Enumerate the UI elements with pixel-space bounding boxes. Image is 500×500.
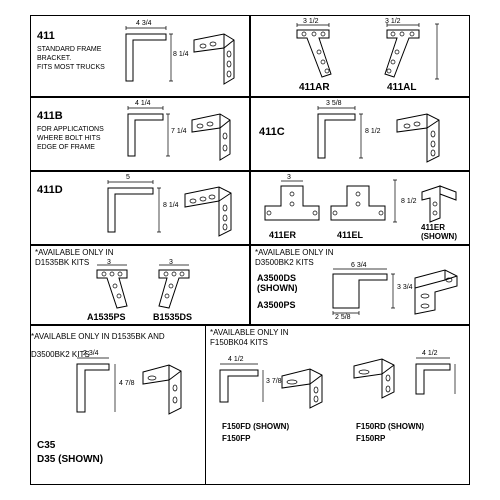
dim-411a-h <box>433 24 445 82</box>
dim-411e-hv: 8 1/2 <box>401 198 417 205</box>
cell-411b: 411B FOR APPLICATIONS WHERE BOLT HITS ED… <box>30 97 250 171</box>
dim-411-w: 4 3/4 <box>136 20 152 27</box>
drawing-411al <box>369 24 427 82</box>
drawing-411ar <box>289 24 347 82</box>
drawing-f150fd-iso <box>278 366 334 412</box>
part-c35: C35 <box>37 440 55 451</box>
cell-3500: *AVAILABLE ONLY IN D3500BK2 KITS A3500DS… <box>250 245 470 325</box>
dim-411d-w: 5 <box>126 174 130 181</box>
note-f150: *AVAILABLE ONLY IN F150BK04 KITS <box>210 328 289 347</box>
drawing-b1535ds <box>153 264 201 312</box>
drawing-411er-front <box>261 180 323 230</box>
dim-a3500-b: 2 5/8 <box>335 314 351 321</box>
drawing-c35-iso <box>137 360 195 418</box>
dim-411e-h <box>391 180 401 230</box>
drawing-411b-side <box>123 106 173 164</box>
cell-35: *AVAILABLE ONLY IN D1535BK AND D3500BK2 … <box>30 325 205 485</box>
drawing-411d-side <box>103 180 165 238</box>
dim-a3500-w: 6 3/4 <box>351 262 367 269</box>
part-411er-shown: 411ER (SHOWN) <box>421 224 457 242</box>
dim-c35-h: 4 7/8 <box>119 380 135 387</box>
drawing-411c-side <box>313 106 368 164</box>
cell-411a: 3 1/2 3 1/2 411AR 411AL <box>250 15 470 97</box>
cell-f150: *AVAILABLE ONLY IN F150BK04 KITS 4 1/2 3… <box>205 325 470 485</box>
drawing-f150fd-side <box>216 362 268 410</box>
part-411al: 411AL <box>387 82 416 93</box>
bracket-catalog-sheet: 411 STANDARD FRAME BRACKET. FITS MOST TR… <box>30 15 470 485</box>
dim-f150rd-w: 4 1/2 <box>422 350 438 357</box>
dim-411b-w: 4 1/4 <box>135 100 151 107</box>
part-f150fp: F150FP <box>222 434 250 443</box>
part-a1535ps: A1535PS <box>87 312 126 322</box>
drawing-411b-iso <box>186 110 244 162</box>
part-d35: D35 (SHOWN) <box>37 454 103 465</box>
part-f150rp: F150RP <box>356 434 385 443</box>
cell-1535: *AVAILABLE ONLY IN D1535BK KITS 3 3 A153… <box>30 245 250 325</box>
dim-f150fd-w: 4 1/2 <box>228 356 244 363</box>
part-411b: 411B <box>37 110 63 122</box>
cell-411e: 3 411ER 411EL 8 1/2 411ER (SHOWN) <box>250 171 470 245</box>
drawing-a3500-iso <box>411 266 465 316</box>
dim-411c-w: 3 5/8 <box>326 100 342 107</box>
drawing-f150rd-side <box>412 356 460 402</box>
dim-411c-h: 8 1/2 <box>365 128 381 135</box>
dim-b1535-w: 3 <box>169 259 173 266</box>
cell-411d: 411D 5 8 1/4 <box>30 171 250 245</box>
drawing-411-iso <box>186 30 246 86</box>
desc-411b: FOR APPLICATIONS WHERE BOLT HITS EDGE OF… <box>37 126 104 152</box>
dim-a1535-w: 3 <box>107 259 111 266</box>
dim-411b-h: 7 1/4 <box>171 128 187 135</box>
part-f150fd: F150FD (SHOWN) <box>222 422 289 431</box>
dim-411e-w: 3 <box>287 174 291 181</box>
drawing-411el-front <box>327 180 389 230</box>
dim-411d-h: 8 1/4 <box>163 202 179 209</box>
part-411: 411 <box>37 30 55 42</box>
cell-411c: 411C 3 5/8 8 1/2 <box>250 97 470 171</box>
part-a3500ps: A3500PS <box>257 300 296 310</box>
part-411er: 411ER <box>269 230 296 240</box>
drawing-a3500-side <box>329 268 399 316</box>
part-411ar: 411AR <box>299 82 330 93</box>
part-411c: 411C <box>259 126 285 138</box>
drawing-c35-side <box>73 356 123 420</box>
drawing-a1535ps <box>91 264 139 312</box>
part-b1535ds: B1535DS <box>153 312 192 322</box>
part-a3500ds: A3500DS (SHOWN) <box>257 274 298 294</box>
dim-c35-w: 2 3/4 <box>83 350 99 357</box>
dim-411ar-w: 3 1/2 <box>303 18 319 25</box>
dim-411al-w: 3 1/2 <box>385 18 401 25</box>
drawing-411-side <box>121 26 176 88</box>
part-411el: 411EL <box>337 230 363 240</box>
drawing-411er-iso <box>416 178 466 228</box>
note-3500: *AVAILABLE ONLY IN D3500BK2 KITS <box>255 248 334 267</box>
desc-411: STANDARD FRAME BRACKET. FITS MOST TRUCKS <box>37 46 105 72</box>
drawing-f150rd-iso <box>350 356 406 402</box>
part-411d: 411D <box>37 184 63 196</box>
part-f150rd: F150RD (SHOWN) <box>356 422 424 431</box>
drawing-411c-iso <box>391 110 453 164</box>
drawing-411d-iso <box>181 184 245 238</box>
cell-411: 411 STANDARD FRAME BRACKET. FITS MOST TR… <box>30 15 250 97</box>
